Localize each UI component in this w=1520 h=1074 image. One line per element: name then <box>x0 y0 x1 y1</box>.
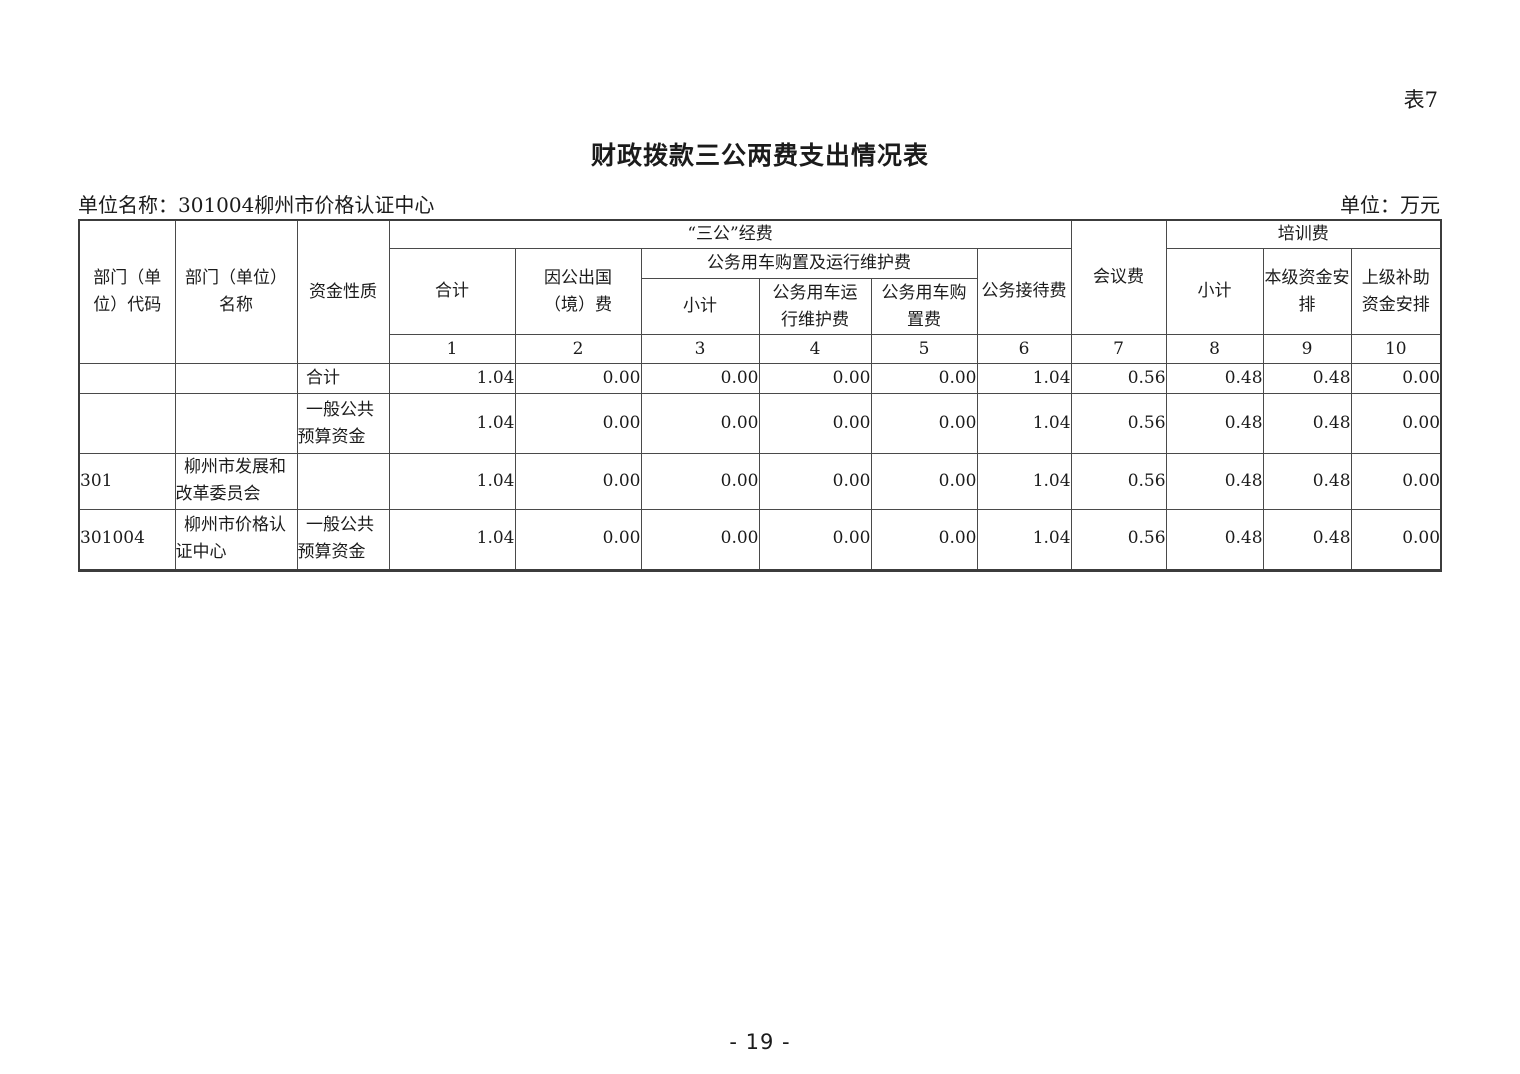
cell-value: 0.00 <box>514 508 642 571</box>
cell-fund-nature <box>296 453 390 510</box>
col-number: 6 <box>976 334 1072 365</box>
header-number-row: 1 2 3 4 5 6 7 8 9 10 <box>79 334 1442 365</box>
cell-dept-code <box>78 393 176 455</box>
col-number: 3 <box>640 334 760 365</box>
cell-value: 1.04 <box>976 453 1072 510</box>
col-header-vehicle-maintenance: 公务用车运 行维护费 <box>758 278 872 336</box>
cell-value: 1.04 <box>976 508 1072 571</box>
col-header-vehicle-purchase: 公务用车购 置费 <box>870 278 978 336</box>
cell-value: 1.04 <box>976 363 1072 395</box>
cell-value: 0.48 <box>1165 363 1264 395</box>
expenditure-table: 部门（单 位）代码 部门（单位） 名称 资金性质 “三公”经费 会议费 培训费 … <box>78 219 1443 572</box>
col-number: 4 <box>758 334 872 365</box>
header-subgroup-row: 合计 因公出国 （境）费 公务用车购置及运行维护费 公务接待费 小计 本级资金安… <box>79 248 1442 336</box>
cell-value: 0.00 <box>758 508 872 571</box>
table-row-general-budget: 一般公共 预算资金 1.04 0.00 0.00 0.00 0.00 1.04 … <box>78 393 1442 455</box>
col-number: 9 <box>1262 334 1352 365</box>
col-number: 8 <box>1165 334 1264 365</box>
cell-value: 0.48 <box>1262 363 1352 395</box>
cell-value: 1.04 <box>388 393 516 455</box>
col-header-dept-name: 部门（单位） 名称 <box>174 219 298 365</box>
cell-value: 0.56 <box>1070 453 1167 510</box>
cell-value: 0.00 <box>1350 363 1442 395</box>
cell-value: 0.48 <box>1262 453 1352 510</box>
col-header-meeting: 会议费 <box>1070 219 1167 336</box>
col-header-abroad: 因公出国 （境）费 <box>514 248 642 336</box>
cell-value: 0.00 <box>640 393 760 455</box>
cell-value: 0.00 <box>870 363 978 395</box>
cell-value: 0.00 <box>1350 393 1442 455</box>
cell-value: 0.00 <box>640 453 760 510</box>
col-header-dept-code: 部门（单 位）代码 <box>78 219 176 365</box>
page-number: - 19 - <box>729 1030 791 1054</box>
cell-value: 1.04 <box>388 508 516 571</box>
cell-value: 0.00 <box>514 453 642 510</box>
cell-value: 0.00 <box>870 453 978 510</box>
cell-dept-name <box>174 363 298 395</box>
col-number: 2 <box>514 334 642 365</box>
cell-dept-name <box>174 393 298 455</box>
cell-value: 0.00 <box>758 363 872 395</box>
cell-value: 0.00 <box>758 453 872 510</box>
cell-value: 0.48 <box>1165 508 1264 571</box>
cell-fund-nature: 合计 <box>296 363 390 395</box>
cell-value: 1.04 <box>388 363 516 395</box>
table-row-dept-301: 301 柳州市发展和 改革委员会 1.04 0.00 0.00 0.00 0.0… <box>78 453 1442 510</box>
unit-name-label: 单位名称：301004柳州市价格认证中心 <box>78 193 435 217</box>
cell-value: 0.56 <box>1070 508 1167 571</box>
unit-currency-label: 单位：万元 <box>1340 193 1440 217</box>
col-header-reception: 公务接待费 <box>976 248 1072 336</box>
header-group-row: 部门（单 位）代码 部门（单位） 名称 资金性质 “三公”经费 会议费 培训费 <box>78 219 1442 365</box>
col-header-training-subtotal: 小计 <box>1165 248 1264 336</box>
col-header-total: 合计 <box>388 248 516 336</box>
cell-value: 0.00 <box>640 363 760 395</box>
cell-dept-name: 柳州市价格认 证中心 <box>174 508 298 571</box>
col-number: 5 <box>870 334 978 365</box>
header-leaf-row: 小计 公务用车运 行维护费 公务用车购 置费 <box>79 278 1441 336</box>
col-group-training: 培训费 <box>1165 219 1442 250</box>
sheet-number-label: 表7 <box>1403 88 1438 112</box>
col-number: 1 <box>388 334 516 365</box>
cell-value: 0.48 <box>1165 453 1264 510</box>
col-number: 7 <box>1070 334 1167 365</box>
col-group-sangong: “三公”经费 <box>388 219 1072 250</box>
cell-fund-nature: 一般公共 预算资金 <box>296 393 390 455</box>
col-header-training-local: 本级资金安 排 <box>1262 248 1352 336</box>
col-header-training-superior: 上级补助 资金安排 <box>1350 248 1442 336</box>
cell-value: 0.56 <box>1070 393 1167 455</box>
page-title: 财政拨款三公两费支出情况表 <box>590 141 929 170</box>
cell-value: 0.48 <box>1262 393 1352 455</box>
cell-value: 0.00 <box>514 393 642 455</box>
col-group-vehicle: 公务用车购置及运行维护费 <box>640 248 978 280</box>
cell-value: 1.04 <box>388 453 516 510</box>
cell-value: 1.04 <box>976 393 1072 455</box>
cell-value: 0.00 <box>514 363 642 395</box>
col-number: 10 <box>1350 334 1442 365</box>
col-header-vehicle-subtotal: 小计 <box>640 278 760 336</box>
meta-row: 单位名称：301004柳州市价格认证中心 单位：万元 <box>78 189 1440 218</box>
cell-value: 0.00 <box>870 393 978 455</box>
cell-dept-code: 301 <box>78 453 176 510</box>
cell-value: 0.00 <box>870 508 978 571</box>
cell-value: 0.56 <box>1070 363 1167 395</box>
cell-dept-name: 柳州市发展和 改革委员会 <box>174 453 298 510</box>
col-header-fund-nature: 资金性质 <box>296 219 390 365</box>
cell-value: 0.48 <box>1165 393 1264 455</box>
table-row-grand-total: 合计 1.04 0.00 0.00 0.00 0.00 1.04 0.56 0.… <box>78 363 1442 395</box>
cell-value: 0.00 <box>640 508 760 571</box>
cell-value: 0.00 <box>1350 508 1442 571</box>
cell-value: 0.48 <box>1262 508 1352 571</box>
cell-value: 0.00 <box>758 393 872 455</box>
cell-dept-code <box>78 363 176 395</box>
cell-value: 0.00 <box>1350 453 1442 510</box>
table-row-dept-301004: 301004 柳州市价格认 证中心 一般公共 预算资金 1.04 0.00 0.… <box>78 508 1442 571</box>
cell-dept-code: 301004 <box>78 508 176 571</box>
cell-fund-nature: 一般公共 预算资金 <box>296 508 390 571</box>
